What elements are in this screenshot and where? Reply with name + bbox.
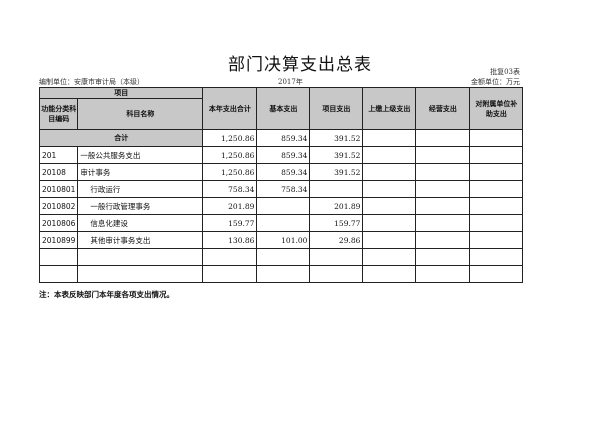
- empty-cell: [362, 146, 417, 164]
- total-cell: [202, 265, 258, 283]
- header-subsidy: 对附属单位补助支出: [469, 87, 524, 130]
- empty-cell: [469, 146, 524, 164]
- code-cell: 2010806: [38, 214, 79, 232]
- amount-unit: 金额单位：万元: [471, 78, 520, 86]
- project-exp-cell: [309, 248, 364, 266]
- total-cell: 159.77: [202, 214, 258, 232]
- empty-cell: [415, 163, 471, 181]
- empty-cell: [415, 231, 471, 249]
- name-cell: [77, 265, 204, 283]
- header-code: 功能分类科目编码: [38, 98, 79, 130]
- total-basic: 859.34: [256, 129, 311, 147]
- table-row: [38, 248, 524, 266]
- empty-cell: [362, 214, 417, 232]
- header-business: 经营支出: [415, 87, 471, 130]
- empty-cell: [469, 163, 524, 181]
- name-cell: 行政运行: [77, 180, 204, 198]
- empty-cell: [469, 214, 524, 232]
- basic-cell: 101.00: [256, 231, 311, 249]
- basic-cell: [256, 265, 311, 283]
- project-exp-cell: [309, 265, 364, 283]
- empty-cell: [362, 248, 417, 266]
- total-cell: [202, 248, 258, 266]
- empty-cell: [469, 265, 524, 283]
- name-cell: [77, 248, 204, 266]
- form-number: 批复03表: [490, 68, 520, 76]
- name-cell: 信息化建设: [77, 214, 204, 232]
- empty-cell: [415, 146, 471, 164]
- empty-cell: [362, 231, 417, 249]
- header-total: 本年支出合计: [202, 87, 258, 130]
- header-project-exp: 项目支出: [309, 87, 364, 130]
- total-label: 合计: [38, 129, 204, 147]
- total-cell: 758.34: [202, 180, 258, 198]
- header-project: 项目: [38, 87, 204, 99]
- empty-cell: [469, 248, 524, 266]
- project-exp-cell: [309, 180, 364, 198]
- code-cell: 2010801: [38, 180, 79, 198]
- code-cell: 20108: [38, 163, 79, 181]
- empty-cell: [415, 214, 471, 232]
- empty-cell: [469, 180, 524, 198]
- report-year: 2017年: [278, 78, 303, 86]
- empty-cell: [415, 265, 471, 283]
- project-exp-cell: 159.77: [309, 214, 364, 232]
- table-row: [38, 265, 524, 283]
- table-row: 2010802 一般行政管理事务 201.89 201.89: [38, 197, 524, 215]
- empty-cell: [362, 265, 417, 283]
- name-cell: 审计事务: [77, 163, 204, 181]
- name-cell: 一般公共服务支出: [77, 146, 204, 164]
- code-cell: 201: [38, 146, 79, 164]
- total-cell: 1,250.86: [202, 163, 258, 181]
- empty-cell: [415, 197, 471, 215]
- basic-cell: 859.34: [256, 163, 311, 181]
- basic-cell: [256, 248, 311, 266]
- expenditure-table: 项目 本年支出合计 基本支出 项目支出 上缴上级支出 经营支出 对附属单位补助支…: [38, 87, 524, 283]
- table-row: 2010806 信息化建设 159.77 159.77: [38, 214, 524, 232]
- compiling-unit: 编制单位：安康市审计局（本级）: [39, 78, 144, 86]
- total-cell: 1,250.86: [202, 146, 258, 164]
- code-cell: 2010899: [38, 231, 79, 249]
- header-upper: 上缴上级支出: [362, 87, 417, 130]
- page-title: 部门决算支出总表: [228, 55, 372, 75]
- total-cell: 130.86: [202, 231, 258, 249]
- name-cell: 一般行政管理事务: [77, 197, 204, 215]
- table-row: 201 一般公共服务支出 1,250.86 859.34 391.52: [38, 146, 524, 164]
- name-cell: 其他审计事务支出: [77, 231, 204, 249]
- project-exp-cell: 29.86: [309, 231, 364, 249]
- empty-cell: [415, 248, 471, 266]
- footnote: 注：本表反映部门本年度各项支出情况。: [39, 290, 174, 299]
- project-exp-cell: 201.89: [309, 197, 364, 215]
- code-cell: [38, 248, 79, 266]
- empty-cell: [362, 180, 417, 198]
- table-row: 20108 审计事务 1,250.86 859.34 391.52: [38, 163, 524, 181]
- basic-cell: 859.34: [256, 146, 311, 164]
- empty-cell: [415, 180, 471, 198]
- basic-cell: [256, 197, 311, 215]
- table-row: 2010899 其他审计事务支出 130.86 101.00 29.86: [38, 231, 524, 249]
- total-total: 1,250.86: [202, 129, 258, 147]
- table-row: 2010801 行政运行 758.34 758.34: [38, 180, 524, 198]
- project-exp-cell: 391.52: [309, 163, 364, 181]
- basic-cell: 758.34: [256, 180, 311, 198]
- code-cell: [38, 265, 79, 283]
- total-cell: 201.89: [202, 197, 258, 215]
- header-name: 科目名称: [77, 98, 204, 130]
- empty-cell: [469, 197, 524, 215]
- header-basic: 基本支出: [256, 87, 311, 130]
- empty-cell: [362, 163, 417, 181]
- project-exp-cell: 391.52: [309, 146, 364, 164]
- empty-cell: [469, 231, 524, 249]
- total-row: 合计 1,250.86 859.34 391.52: [38, 129, 524, 147]
- total-project-exp: 391.52: [309, 129, 364, 147]
- empty-cell: [362, 197, 417, 215]
- code-cell: 2010802: [38, 197, 79, 215]
- basic-cell: [256, 214, 311, 232]
